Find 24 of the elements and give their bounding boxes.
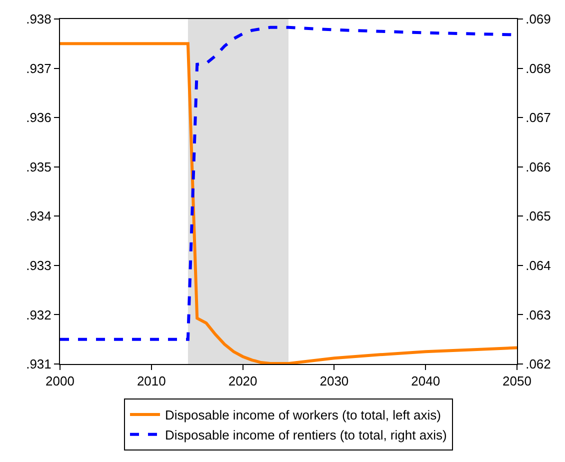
y2-tick-label: .063: [526, 307, 551, 322]
y-tick-label: .932: [26, 307, 52, 322]
legend-label: Disposable income of rentiers (to total, right axis): [165, 427, 447, 442]
legend-label: Disposable income of workers (to total, left axis): [165, 408, 441, 423]
x-tick-label: 2030: [320, 374, 349, 389]
x-tick-label: 2010: [136, 374, 166, 389]
y-tick-label: .934: [26, 208, 52, 224]
y-tick-label: .935: [26, 159, 52, 174]
y-tick-label: .936: [26, 110, 52, 126]
y2-tick-label: .066: [526, 159, 551, 174]
y2-tick-label: .068: [526, 60, 551, 76]
x-tick-label: 2000: [46, 374, 74, 389]
y-tick-label: .933: [26, 258, 52, 273]
x-tick-label: 2050: [502, 374, 532, 389]
x-tick-label: 2020: [228, 374, 258, 389]
y-tick-label: .931: [26, 356, 52, 372]
y2-tick-label: .064: [526, 258, 551, 273]
y2-tick-label: .067: [526, 110, 551, 126]
y2-tick-label: .065: [526, 208, 551, 224]
y2-tick-label: .069: [526, 12, 551, 27]
y-tick-label: .937: [26, 60, 52, 76]
y-tick-label: .938: [26, 12, 52, 27]
x-tick-label: 2040: [411, 374, 440, 389]
y2-tick-label: .062: [526, 356, 551, 372]
